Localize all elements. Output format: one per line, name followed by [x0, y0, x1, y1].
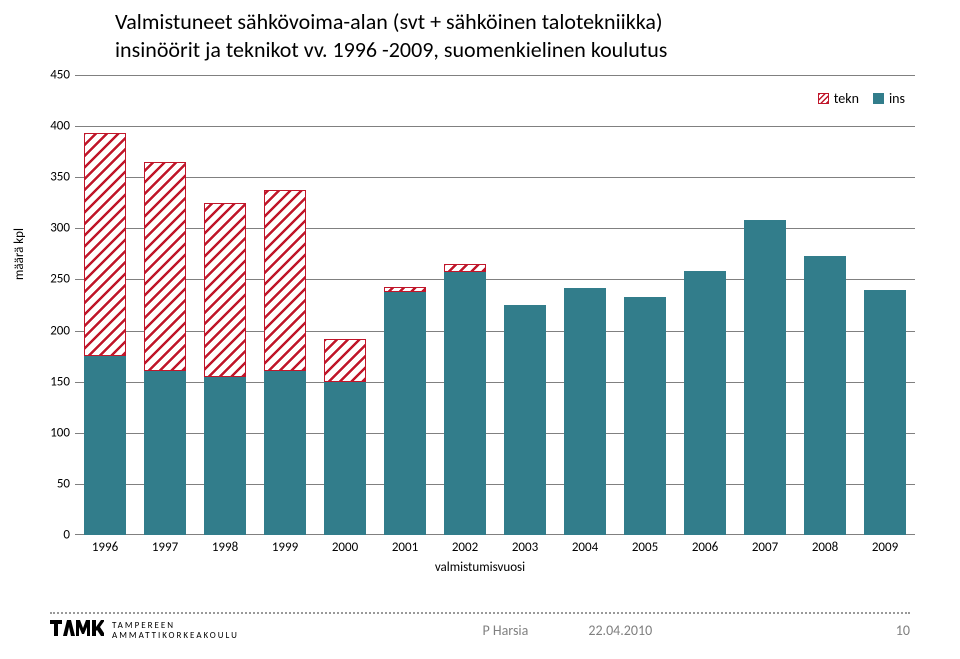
hatch-swatch-icon	[818, 93, 829, 104]
bar-ins	[444, 272, 486, 535]
bar-tekn	[84, 133, 126, 356]
y-tick-label: 400	[35, 119, 70, 134]
x-tick-label: 1997	[135, 540, 195, 555]
bar-ins	[624, 297, 666, 535]
x-tick-label: 2008	[795, 540, 855, 555]
x-tick-label: 1998	[195, 540, 255, 555]
footer-center: P Harsia 22.04.2010	[239, 622, 896, 639]
y-tick-label: 200	[35, 323, 70, 338]
y-tick-label: 350	[35, 170, 70, 185]
footer: TAMPEREEN AMMATTIKORKEAKOULU P Harsia 22…	[50, 612, 910, 641]
legend: tekn ins	[818, 90, 905, 107]
bar-ins	[144, 371, 186, 535]
bar-tekn	[384, 287, 426, 292]
solid-swatch-icon	[873, 93, 884, 104]
x-tick-label: 1999	[255, 540, 315, 555]
x-tick-label: 2000	[315, 540, 375, 555]
y-tick-label: 450	[35, 68, 70, 83]
bar-tekn	[144, 162, 186, 372]
bar-ins	[804, 256, 846, 535]
x-tick-label: 2007	[735, 540, 795, 555]
x-tick-label: 2005	[615, 540, 675, 555]
y-tick-label: 0	[35, 528, 70, 543]
y-tick-label: 50	[35, 476, 70, 491]
chart-area: 050100150200250300350400450 199619971998…	[75, 75, 915, 535]
title-line-2: insinöörit ja teknikot vv. 1996 -2009, s…	[115, 36, 667, 63]
bar-ins	[84, 356, 126, 535]
title-line-1: Valmistuneet sähkövoima-alan (svt + sähk…	[115, 8, 663, 35]
bar-ins	[684, 271, 726, 535]
footer-date: 22.04.2010	[588, 622, 652, 639]
footer-author: P Harsia	[482, 622, 528, 639]
footer-page: 10	[896, 622, 910, 639]
logo-mark-icon	[50, 620, 104, 641]
legend-label-tekn: tekn	[834, 90, 859, 107]
bar-ins	[564, 288, 606, 535]
bar-tekn	[204, 203, 246, 377]
bar-ins	[384, 292, 426, 535]
x-tick-label: 1996	[75, 540, 135, 555]
y-tick-label: 300	[35, 221, 70, 236]
logo-text: TAMPEREEN AMMATTIKORKEAKOULU	[112, 621, 239, 641]
bars-container: 1996199719981999200020012002200320042005…	[75, 75, 915, 535]
bar-ins	[864, 290, 906, 535]
x-axis-label: valmistumisvuosi	[0, 560, 960, 575]
y-tick-label: 100	[35, 425, 70, 440]
bar-ins	[504, 305, 546, 535]
bar-ins	[264, 371, 306, 535]
x-tick-label: 2009	[855, 540, 915, 555]
chart-title: Valmistuneet sähkövoima-alan (svt + sähk…	[115, 8, 840, 63]
y-tick-label: 250	[35, 272, 70, 287]
y-axis-label: määrä kpl	[12, 228, 27, 280]
legend-label-ins: ins	[889, 90, 905, 107]
bar-ins	[204, 377, 246, 535]
x-tick-label: 2003	[495, 540, 555, 555]
x-tick-label: 2001	[375, 540, 435, 555]
bar-tekn	[444, 264, 486, 272]
y-tick-label: 150	[35, 374, 70, 389]
bar-tekn	[264, 190, 306, 372]
org-name-bottom: AMMATTIKORKEAKOULU	[112, 631, 239, 641]
legend-item-ins: ins	[873, 90, 905, 107]
bar-ins	[324, 382, 366, 535]
x-tick-label: 2002	[435, 540, 495, 555]
x-tick-label: 2004	[555, 540, 615, 555]
x-tick-label: 2006	[675, 540, 735, 555]
logo: TAMPEREEN AMMATTIKORKEAKOULU	[50, 620, 239, 641]
legend-item-tekn: tekn	[818, 90, 859, 107]
bar-ins	[744, 220, 786, 535]
bar-tekn	[324, 339, 366, 382]
